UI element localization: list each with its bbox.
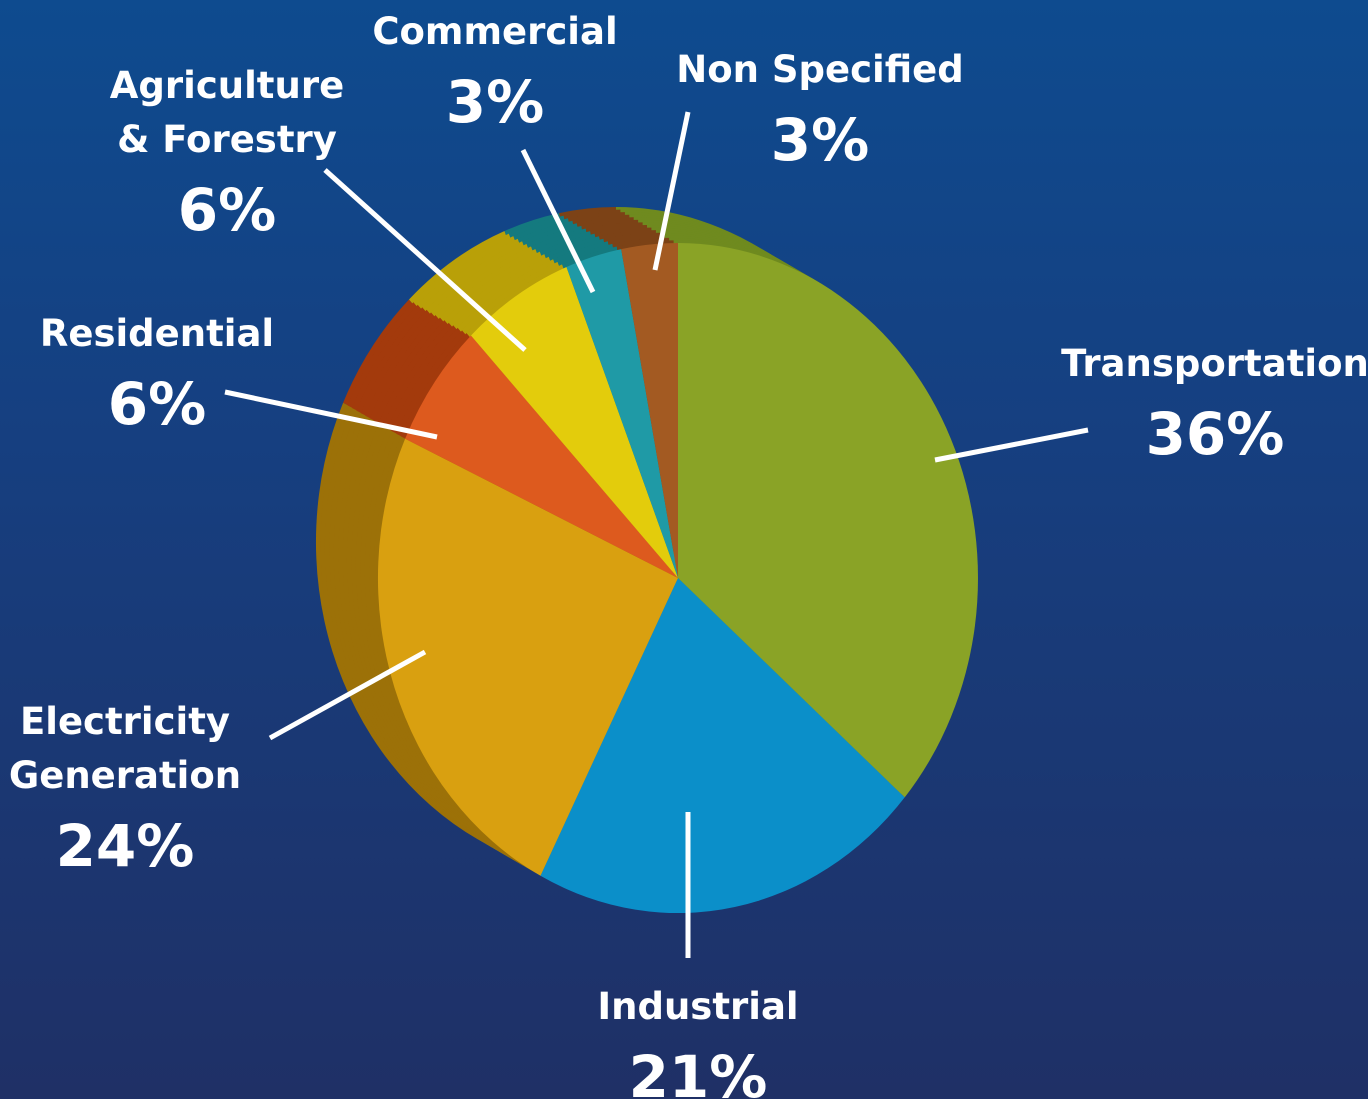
slice-label-non-specified: Non Specified xyxy=(676,48,963,91)
slice-value-non-specified: 3% xyxy=(771,106,869,174)
leader-lines xyxy=(224,111,1089,958)
pie-slice-industrial xyxy=(540,578,905,914)
slice-value-electricity-generation: 24% xyxy=(56,812,195,880)
slice-label-agriculture-forestry: Agriculture xyxy=(110,64,344,107)
slice-labels: Transportation 36% Industrial 21% Electricit… xyxy=(9,10,1368,1099)
pie-slice-residential xyxy=(405,335,678,578)
slice-label-residential: Residential xyxy=(40,312,274,355)
slice-label-industrial: Industrial xyxy=(597,985,798,1028)
slice-label-electricity-generation: Generation xyxy=(9,754,241,797)
slice-label-electricity-generation: Electricity xyxy=(20,700,230,743)
pie-slice-commercial xyxy=(566,249,678,578)
leader-line-electricity-generation xyxy=(268,649,427,741)
slice-label-commercial: Commercial xyxy=(372,10,617,53)
slice-value-residential: 6% xyxy=(108,370,206,438)
slice-value-agriculture-forestry: 6% xyxy=(178,176,276,244)
pie-slices xyxy=(377,243,978,914)
leader-line-agriculture-forestry xyxy=(323,168,527,352)
slice-label-transportation: Transportation xyxy=(1061,342,1368,385)
pie-slice-electricity-generation xyxy=(377,438,678,876)
slice-value-industrial: 21% xyxy=(629,1043,768,1099)
leader-line-non-specified xyxy=(652,111,691,271)
slice-value-commercial: 3% xyxy=(446,68,544,136)
leader-line-transportation xyxy=(934,427,1089,463)
pie-slice-non-specified xyxy=(621,243,678,578)
leader-line-residential xyxy=(224,389,438,440)
slice-label-agriculture-forestry: & Forestry xyxy=(117,118,337,161)
pie-slice-transportation xyxy=(678,243,978,798)
leader-line-commercial xyxy=(520,148,596,294)
slice-value-transportation: 36% xyxy=(1146,400,1285,468)
